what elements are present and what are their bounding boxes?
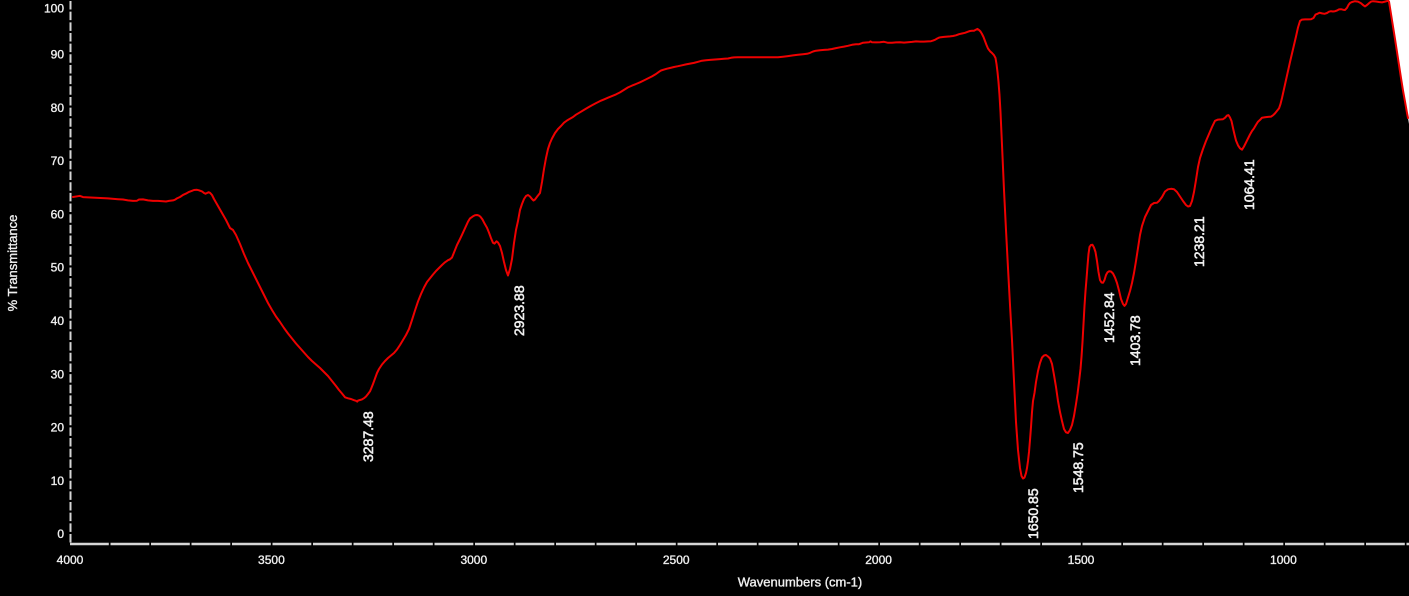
svg-text:3000: 3000 (460, 553, 487, 567)
svg-text:Wavenumbers (cm-1): Wavenumbers (cm-1) (738, 575, 862, 590)
svg-text:1238.21: 1238.21 (1191, 216, 1207, 267)
svg-text:1650.85: 1650.85 (1025, 488, 1041, 539)
svg-text:0: 0 (57, 527, 64, 541)
svg-text:3287.48: 3287.48 (360, 411, 376, 462)
svg-text:3500: 3500 (258, 553, 285, 567)
svg-text:30: 30 (51, 367, 65, 381)
svg-text:10: 10 (51, 474, 65, 488)
svg-text:1452.84: 1452.84 (1101, 292, 1117, 343)
svg-text:1500: 1500 (1068, 553, 1095, 567)
svg-text:2500: 2500 (663, 553, 690, 567)
svg-text:80: 80 (51, 101, 65, 115)
svg-text:1548.75: 1548.75 (1070, 442, 1086, 493)
svg-text:60: 60 (51, 207, 65, 221)
svg-text:1000: 1000 (1270, 553, 1297, 567)
svg-text:2923.88: 2923.88 (511, 285, 527, 336)
svg-text:4000: 4000 (57, 553, 84, 567)
svg-text:20: 20 (51, 421, 65, 435)
svg-text:1064.41: 1064.41 (1241, 159, 1257, 210)
svg-text:1403.78: 1403.78 (1127, 315, 1143, 366)
svg-text:100: 100 (44, 2, 64, 16)
svg-text:% Transmittance: % Transmittance (5, 215, 20, 312)
svg-text:50: 50 (51, 261, 65, 275)
svg-text:2000: 2000 (865, 553, 892, 567)
svg-text:90: 90 (51, 48, 65, 62)
svg-text:40: 40 (51, 314, 65, 328)
svg-text:70: 70 (51, 154, 65, 168)
